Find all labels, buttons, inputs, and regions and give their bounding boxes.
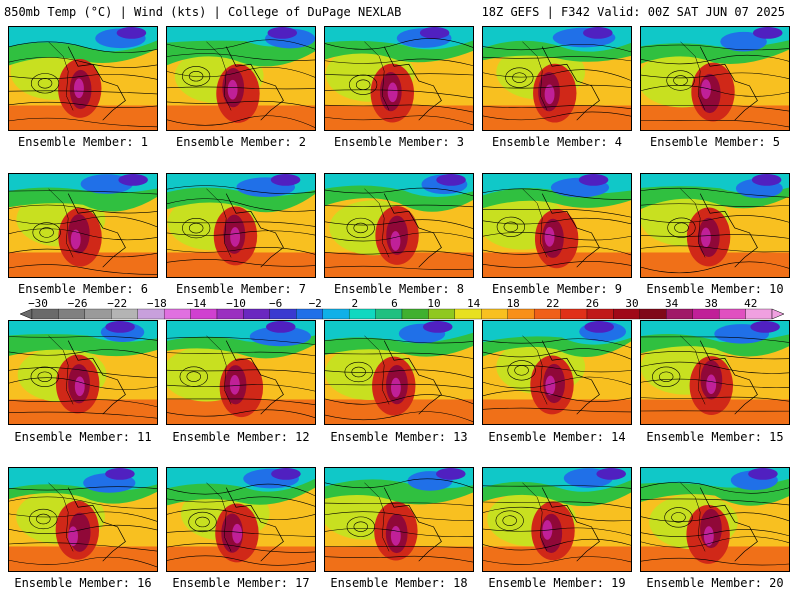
colorbar-tick-label: 26 xyxy=(585,297,600,310)
colorbar-tick-label: −14 xyxy=(186,297,207,310)
ensemble-member-label: Ensemble Member: 4 xyxy=(491,135,623,149)
ensemble-member-label: Ensemble Member: 6 xyxy=(17,282,149,296)
ensemble-member-map xyxy=(166,26,316,131)
colorbar-tick-label: −22 xyxy=(107,297,128,310)
colorbar-tick-label: −2 xyxy=(308,297,322,310)
colorbar-tick-label: −18 xyxy=(146,297,167,310)
ensemble-member-label: Ensemble Member: 7 xyxy=(175,282,307,296)
ensemble-member-label: Ensemble Member: 2 xyxy=(175,135,307,149)
ensemble-member-map xyxy=(166,467,316,572)
ensemble-member-map xyxy=(324,467,474,572)
ensemble-member-label: Ensemble Member: 3 xyxy=(333,135,465,149)
ensemble-member-map xyxy=(8,26,158,131)
ensemble-member-map xyxy=(640,26,790,131)
ensemble-member-label: Ensemble Member: 5 xyxy=(649,135,781,149)
ensemble-member-map xyxy=(8,173,158,278)
ensemble-member-label: Ensemble Member: 14 xyxy=(488,430,626,444)
ensemble-member-map xyxy=(324,173,474,278)
ensemble-member-map xyxy=(482,173,632,278)
ensemble-member-map xyxy=(166,320,316,425)
ensemble-member-label: Ensemble Member: 13 xyxy=(330,430,468,444)
colorbar-tick-label: 10 xyxy=(427,297,441,310)
ensemble-member-map xyxy=(482,26,632,131)
colorbar-tick-label: 18 xyxy=(506,297,520,310)
colorbar-tick-label: 6 xyxy=(391,297,398,310)
ensemble-member-map xyxy=(324,320,474,425)
ensemble-member-map xyxy=(640,467,790,572)
ensemble-member-map xyxy=(482,320,632,425)
ensemble-member-label: Ensemble Member: 8 xyxy=(333,282,465,296)
colorbar-tick-label: 2 xyxy=(351,297,359,310)
temperature-colorbar xyxy=(20,308,784,320)
ensemble-member-label: Ensemble Member: 15 xyxy=(646,430,784,444)
colorbar-tick-label: 38 xyxy=(704,297,718,310)
colorbar-tick-label: −10 xyxy=(226,297,246,310)
colorbar-tick-label: 34 xyxy=(664,297,679,310)
ensemble-member-label: Ensemble Member: 1 xyxy=(17,135,149,149)
map-title: 850mb Temp (°C) | Wind (kts) | College o… xyxy=(4,5,402,19)
colorbar-tick-label: 22 xyxy=(546,297,560,310)
ensemble-member-label: Ensemble Member: 18 xyxy=(330,576,468,590)
model-run-info: 18Z GEFS | F342 Valid: 00Z SAT JUN 07 20… xyxy=(481,5,785,19)
ensemble-member-map xyxy=(482,467,632,572)
ensemble-member-label: Ensemble Member: 10 xyxy=(646,282,784,296)
ensemble-member-map xyxy=(166,173,316,278)
ensemble-member-map xyxy=(324,26,474,131)
colorbar-tick-label: −30 xyxy=(28,297,48,310)
ensemble-member-label: Ensemble Member: 12 xyxy=(172,430,310,444)
ensemble-member-map xyxy=(640,173,790,278)
ensemble-member-map xyxy=(640,320,790,425)
colorbar-tick-label: 42 xyxy=(744,297,758,310)
colorbar-tick-label: 14 xyxy=(466,297,481,310)
colorbar-tick-label: −26 xyxy=(67,297,88,310)
colorbar-tick-label: −6 xyxy=(268,297,283,310)
colorbar-tick-label: 30 xyxy=(625,297,639,310)
ensemble-member-label: Ensemble Member: 11 xyxy=(14,430,152,444)
ensemble-member-label: Ensemble Member: 19 xyxy=(488,576,626,590)
ensemble-member-map xyxy=(8,467,158,572)
ensemble-member-label: Ensemble Member: 16 xyxy=(14,576,152,590)
ensemble-member-label: Ensemble Member: 9 xyxy=(491,282,623,296)
ensemble-member-label: Ensemble Member: 20 xyxy=(646,576,784,590)
ensemble-member-label: Ensemble Member: 17 xyxy=(172,576,310,590)
ensemble-member-map xyxy=(8,320,158,425)
